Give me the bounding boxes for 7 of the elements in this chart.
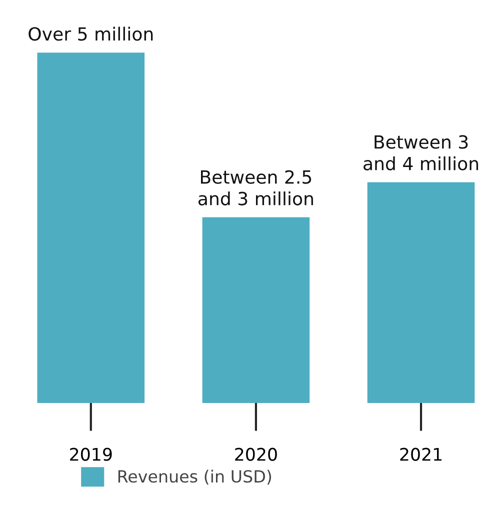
legend-label: Revenues (in USD) [118,470,272,485]
text: Between 3 and 4 million [364,135,478,170]
text: Over 5 million [28,26,153,41]
x-tick-label: 2019 [70,448,112,461]
x-tick-label: 2020 [235,448,277,461]
x-tick-label: 2021 [400,448,442,461]
text: Between 2.5 and 3 million [198,170,313,206]
